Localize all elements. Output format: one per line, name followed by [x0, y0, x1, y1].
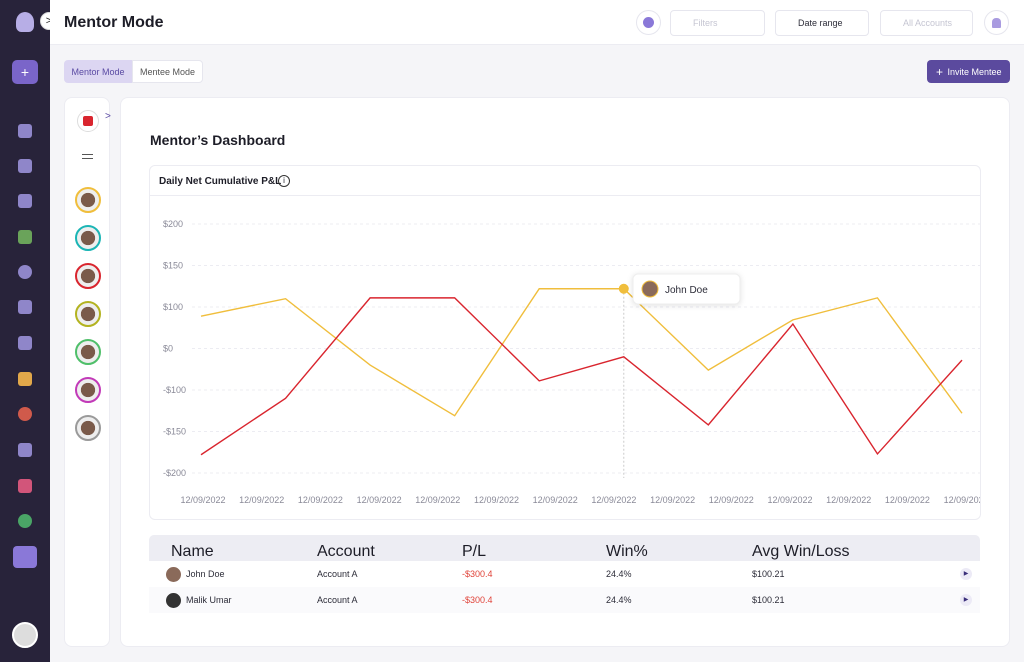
table-column-header th: Account	[317, 543, 375, 560]
tooltip-avatar	[641, 280, 659, 298]
dashboard-title: Mentor’s Dashboard	[150, 132, 286, 148]
table-cell: Account A	[317, 595, 358, 605]
nav-icon[interactable]	[18, 230, 32, 244]
x-tick-label: 12/09/2022	[650, 495, 695, 505]
table-cell: 24.4%	[606, 569, 632, 579]
line-series	[200, 288, 963, 417]
page-title: Mentor Mode	[64, 14, 164, 31]
nav-icon[interactable]	[18, 159, 32, 173]
nav-icon[interactable]	[18, 265, 32, 279]
x-tick-label: 12/09/2022	[357, 495, 402, 505]
mentee-avatar[interactable]	[75, 415, 101, 441]
table-cell: 24.4%	[606, 595, 632, 605]
mentee-avatar[interactable]	[75, 339, 101, 365]
x-tick-label: 12/09/2022	[180, 495, 225, 505]
x-tick-label: 12/09/2022	[944, 495, 980, 505]
tooltip-box	[632, 273, 741, 305]
add-button[interactable]: +	[12, 60, 38, 84]
invite-label: Invite Mentee	[947, 66, 1002, 77]
sort-icon[interactable]	[82, 154, 93, 159]
info-icon[interactable]: i	[278, 175, 290, 187]
date-range-dropdown[interactable]: Date range	[775, 10, 869, 36]
table-row-bg	[149, 587, 980, 613]
user-avatar[interactable]	[12, 622, 38, 648]
mentee-avatar[interactable]	[75, 225, 101, 251]
x-tick-label: 12/09/2022	[533, 495, 578, 505]
tooltip-label: John Doe	[665, 285, 708, 296]
y-tick-label: -$100	[163, 385, 186, 395]
table-column-header th: Win%	[606, 543, 648, 560]
table-cell: -$300.4	[462, 595, 493, 605]
nav-icon[interactable]	[18, 479, 32, 493]
table-cell: -$300.4	[462, 569, 493, 579]
table-cell: $100.21	[752, 569, 785, 579]
x-tick-label: 12/09/2022	[474, 495, 519, 505]
table-cell: John Doe	[186, 569, 225, 579]
nav-icon[interactable]	[18, 336, 32, 350]
mentee-avatar[interactable]	[75, 301, 101, 327]
nav-icon[interactable]	[18, 443, 32, 457]
top-bar: Mentor Mode Filters Date range All Accou…	[50, 0, 1024, 45]
table-cell: Malik Umar	[186, 595, 232, 605]
invite-button[interactable]: + Invite Mentee	[927, 60, 1010, 83]
nav-icon[interactable]	[18, 124, 32, 138]
mentee-avatar[interactable]	[75, 263, 101, 289]
nav-icon[interactable]	[18, 514, 32, 528]
nav-icon[interactable]	[18, 300, 32, 314]
line-series	[200, 297, 963, 456]
row-avatar	[166, 593, 181, 608]
chart: $200 $150 $100 $0 -$100 -$150 -$200 12/09/2022 1…	[163, 219, 980, 505]
y-tick-label: $200	[163, 219, 183, 229]
sidebar: > +	[0, 0, 58, 662]
y-tick-label: $100	[163, 302, 183, 312]
table-column-header th: P/L	[462, 543, 487, 560]
y-tick-label: $0	[163, 344, 173, 354]
row-action[interactable]: ▶	[960, 568, 972, 580]
x-tick-label: 12/09/2022	[298, 495, 343, 505]
notifications[interactable]	[984, 10, 1009, 35]
nav-icon[interactable]	[18, 372, 32, 386]
table-header	[149, 535, 980, 561]
tab-active[interactable]: Mentor Mode	[64, 60, 132, 83]
nav-icon[interactable]	[18, 194, 32, 208]
table-column-header th: Name	[171, 543, 214, 560]
tooltip-point	[618, 283, 629, 294]
accounts-dropdown[interactable]: All Accounts	[880, 10, 973, 36]
x-tick-label: 12/09/2022	[415, 495, 460, 505]
filters-dropdown[interactable]: Filters	[670, 10, 765, 36]
table-column-header th: Avg Win/Loss	[752, 543, 850, 560]
chart-title: Daily Net Cumulative P&L	[159, 176, 282, 187]
nav-icon[interactable]	[18, 407, 32, 421]
table-cell: $100.21	[752, 595, 785, 605]
tab[interactable]: Mentee Mode	[132, 60, 203, 83]
x-tick-label: 12/09/2022	[591, 495, 636, 505]
x-tick-label: 12/09/2022	[239, 495, 284, 505]
table-cell: Account A	[317, 569, 358, 579]
y-tick-label: -$150	[163, 427, 186, 437]
x-tick-label: 12/09/2022	[885, 495, 930, 505]
x-tick-label: 12/09/2022	[709, 495, 754, 505]
logo	[16, 12, 34, 32]
mentee-panel: >	[64, 97, 111, 647]
x-tick-label: 12/09/2022	[826, 495, 871, 505]
expand[interactable]: >	[105, 111, 111, 122]
nav-icon-active[interactable]	[13, 546, 37, 568]
mentee-avatar[interactable]	[75, 377, 101, 403]
chart-header	[150, 166, 980, 196]
row-avatar	[166, 567, 181, 582]
y-tick-label: $150	[163, 261, 183, 271]
currency-button[interactable]	[636, 10, 661, 35]
x-tick-label: 12/09/2022	[767, 495, 812, 505]
row-action[interactable]: ▶	[960, 594, 972, 606]
mentee-avatar[interactable]	[75, 187, 101, 213]
y-tick-label: -$200	[163, 468, 186, 478]
team-logo	[77, 110, 99, 132]
